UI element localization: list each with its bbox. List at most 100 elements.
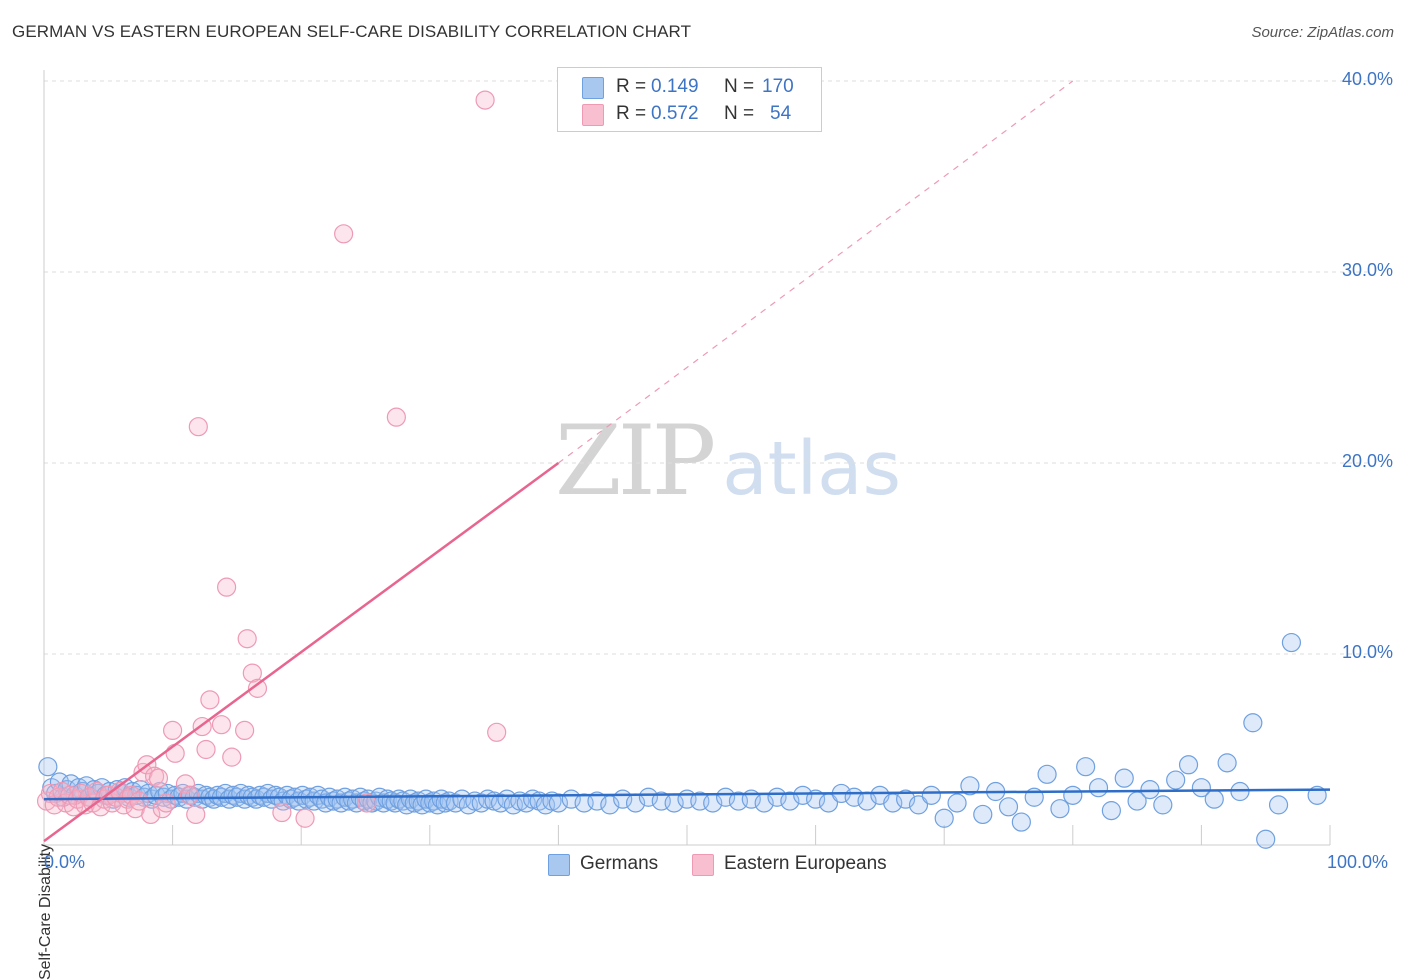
- german-point: [1076, 757, 1096, 777]
- eastern-european-point: [141, 804, 161, 825]
- german-point: [715, 787, 736, 807]
- german-point: [947, 793, 967, 813]
- german-point: [373, 793, 394, 813]
- x-tick-label-min: 0.0%: [44, 852, 86, 872]
- watermark: ZIP atlas: [555, 405, 901, 517]
- german-point: [548, 793, 569, 813]
- german-point: [1114, 768, 1134, 788]
- watermark-atlas: atlas: [722, 426, 902, 512]
- eastern-european-point: [87, 781, 107, 802]
- german-point: [908, 795, 929, 815]
- german-point: [219, 789, 239, 809]
- german-point: [998, 797, 1019, 817]
- german-point: [1166, 770, 1186, 790]
- german-point: [1204, 789, 1224, 809]
- legend-label-eastern-europeans: Eastern Europeans: [724, 853, 887, 874]
- eastern-european-point: [179, 785, 199, 805]
- german-point: [1217, 753, 1237, 773]
- eastern-european-point: [272, 802, 292, 823]
- legend-row-eastern-europeans: R = 0.572 N = 54: [558, 100, 821, 128]
- eastern-european-point: [295, 808, 315, 828]
- legend-swatch-germans: [582, 77, 604, 99]
- german-point: [246, 789, 266, 809]
- german-point: [235, 789, 255, 809]
- german-point: [1011, 812, 1031, 832]
- eastern-european-point: [200, 690, 220, 710]
- german-point: [38, 757, 58, 777]
- eastern-european-point: [222, 747, 242, 767]
- german-point: [1088, 778, 1109, 798]
- legend-r-value: 0.149: [651, 76, 699, 97]
- legend-swatch-eastern-europeans: [692, 854, 714, 876]
- german-point: [793, 785, 813, 805]
- german-point: [400, 789, 421, 809]
- german-point: [1050, 799, 1070, 819]
- legend-r-label: R =: [616, 76, 647, 97]
- eastern-european-point: [188, 417, 208, 437]
- legend-r-label: R =: [616, 103, 647, 124]
- correlation-legend: R = 0.149 N = 170 R = 0.572 N = 54: [557, 67, 822, 132]
- legend-n-label: N =: [724, 103, 755, 124]
- german-point: [1281, 632, 1302, 653]
- german-point: [973, 804, 993, 825]
- eastern-european-point: [211, 715, 232, 735]
- legend-swatch-eastern-europeans: [582, 104, 604, 126]
- eastern-european-point: [487, 722, 507, 742]
- eastern-european-point: [196, 739, 216, 760]
- y-tick-label: 40.0%: [1341, 69, 1393, 89]
- german-point: [638, 787, 659, 807]
- eastern-european-trend-line: [43, 461, 560, 843]
- eastern-european-point: [242, 663, 262, 683]
- source-label: Source: ZipAtlas.com: [1251, 24, 1394, 41]
- german-trend-line: [43, 788, 1331, 801]
- german-point: [1037, 764, 1057, 784]
- scatter-plot: [36, 70, 1370, 849]
- german-point: [587, 791, 607, 811]
- eastern-european-point: [165, 743, 185, 763]
- german-point: [1178, 755, 1199, 775]
- eastern-european-point: [334, 224, 354, 244]
- x-tick-label-max: 100.0%: [1327, 852, 1389, 872]
- eastern-european-point: [186, 804, 206, 825]
- german-point: [921, 785, 941, 805]
- y-tick-label: 10.0%: [1341, 642, 1393, 662]
- legend-n-value: 54: [770, 103, 792, 124]
- y-tick-label: 30.0%: [1341, 260, 1393, 280]
- german-point: [431, 789, 451, 809]
- series-legend: Germans Eastern Europeans: [0, 850, 1406, 880]
- eastern-european-point: [148, 768, 169, 788]
- watermark-zip: ZIP: [555, 405, 716, 517]
- eastern-european-point: [217, 577, 237, 597]
- german-point: [1063, 785, 1083, 805]
- german-point: [1243, 713, 1263, 733]
- legend-label-germans: Germans: [580, 853, 659, 874]
- german-point: [1191, 778, 1212, 798]
- chart-title: GERMAN VS EASTERN EUROPEAN SELF-CARE DIS…: [12, 22, 692, 41]
- eastern-european-point: [163, 720, 183, 741]
- german-point: [416, 789, 436, 809]
- legend-n-label: N =: [724, 76, 755, 97]
- eastern-european-point: [237, 629, 257, 649]
- german-point: [1140, 780, 1160, 800]
- german-point: [1101, 801, 1121, 821]
- eastern-european-point: [357, 793, 377, 813]
- eastern-european-point: [386, 407, 406, 427]
- eastern-european-point: [247, 678, 268, 698]
- german-point: [1256, 829, 1276, 849]
- legend-r-value: 0.572: [651, 103, 699, 124]
- german-point: [292, 785, 313, 805]
- eastern-european-trend-extension: [558, 80, 1074, 464]
- eastern-european-point: [129, 791, 149, 811]
- legend-row-germans: R = 0.149 N = 170: [558, 73, 821, 101]
- german-point: [1153, 795, 1173, 815]
- german-point: [277, 785, 297, 805]
- legend-swatch-germans: [548, 854, 570, 876]
- eastern-european-point: [475, 90, 495, 110]
- eastern-european-point: [235, 720, 255, 741]
- y-tick-label: 20.0%: [1341, 451, 1393, 471]
- german-point: [934, 808, 954, 828]
- legend-n-value: 170: [762, 76, 794, 97]
- german-point: [1268, 795, 1289, 815]
- german-point: [960, 776, 980, 796]
- eastern-european-point: [175, 774, 196, 794]
